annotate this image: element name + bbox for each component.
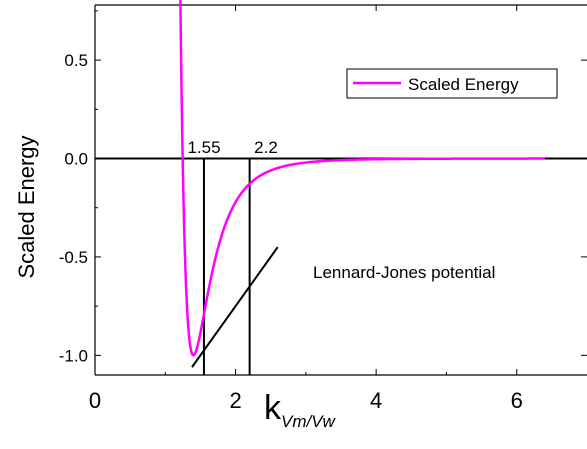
axes (94, 4, 587, 376)
tangent-line (191, 246, 279, 368)
x-axis-label: kVm/Vw (264, 389, 337, 431)
marker-label-1-55: 1.55 (187, 138, 220, 157)
x-tick-label: 0 (89, 388, 101, 413)
x-axis-label-subscript: Vm/Vw (281, 412, 337, 431)
series-scaled-energy-line (179, 0, 545, 357)
x-tick-label: 6 (511, 388, 523, 413)
legend: Scaled Energy (346, 68, 558, 99)
y-tick-label: -0.5 (59, 248, 88, 267)
tick-layer: 0 2 4 6 0.5 0.0 -0.5 -1.0 (59, 5, 587, 413)
y-tick-label: 0.5 (64, 51, 88, 70)
x-axis-label-main: k (264, 389, 282, 427)
annotation-lennard-jones: Lennard-Jones potential (313, 263, 495, 282)
series-layer (179, 0, 545, 357)
y-tick-label: 0.0 (64, 150, 88, 169)
x-tick-label: 4 (370, 388, 382, 413)
x-tick-label: 2 (229, 388, 241, 413)
y-axis-label: Scaled Energy (14, 135, 39, 278)
legend-label: Scaled Energy (408, 75, 519, 94)
y-tick-label: -1.0 (59, 346, 88, 365)
marker-label-2-2: 2.2 (254, 138, 278, 157)
